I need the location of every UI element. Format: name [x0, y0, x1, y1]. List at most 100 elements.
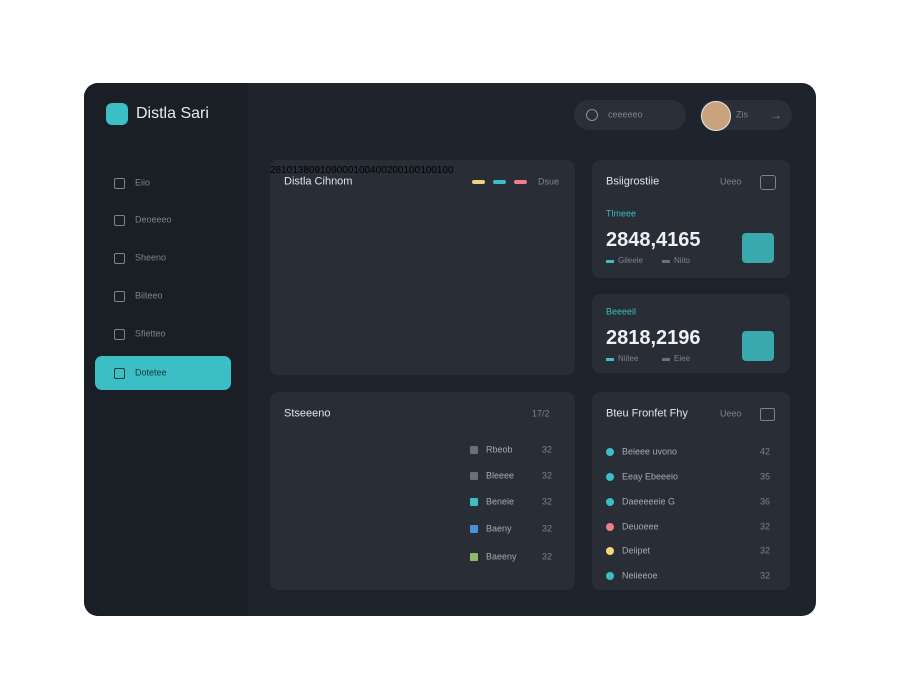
nav-icon: [114, 253, 125, 264]
avatar: [701, 101, 731, 131]
search-text: ceeeeeo: [608, 109, 643, 120]
search-box[interactable]: ceeeeeo: [574, 100, 686, 130]
nav-item[interactable]: Sfietteo: [95, 317, 231, 351]
nav-item[interactable]: Dotetee: [95, 356, 231, 390]
item-value: 42: [760, 446, 771, 457]
nav-item[interactable]: Deoeeeo: [95, 203, 231, 237]
nav-label: Eiio: [135, 177, 151, 188]
stat-label: Beeeeil: [606, 306, 637, 317]
item-dot: [606, 547, 614, 555]
nav-icon: [114, 329, 125, 340]
nav-item[interactable]: Sheeno: [95, 241, 231, 275]
stat-label: Tlmeee: [606, 208, 637, 219]
item-value: 36: [760, 496, 771, 507]
brand-icon: [106, 103, 128, 125]
card-meta: Ueeo: [720, 176, 742, 187]
card-icon: [760, 175, 776, 190]
x-label: 100: [353, 165, 371, 176]
nav-item[interactable]: Biiteeo: [95, 279, 231, 313]
legend-swatch: [472, 180, 485, 184]
item-value: 35: [760, 471, 771, 482]
note-swatch: [662, 260, 670, 263]
legend-label: Baeny: [486, 523, 512, 534]
note-swatch: [606, 358, 614, 361]
list-panel: Bteu Fronfet Fhy Ueeo Beieee uvono 42 Eeay E…: [592, 392, 790, 590]
item-label: Beieee uvono: [622, 446, 678, 457]
stat-note: Gileele: [618, 256, 643, 265]
item-label: Eeay Ebeeeio: [622, 471, 679, 482]
nav-icon: [114, 215, 125, 226]
nav-label: Biiteeo: [135, 290, 163, 301]
brand: Distla Sari: [136, 105, 209, 122]
stat-value: 2818,2196: [606, 327, 701, 349]
y-label: 1380: [292, 165, 315, 176]
item-label: Deiipet: [622, 545, 651, 556]
nav-icon: [114, 178, 125, 189]
legend-label: Bleeee: [486, 470, 515, 481]
legend-swatch: [470, 525, 478, 533]
panel-meta: Ueeo: [720, 408, 742, 419]
panel-title: Bteu Fronfet Fhy: [606, 407, 688, 420]
user-name: Zis: [736, 109, 748, 120]
x-label: 200: [386, 165, 404, 176]
dashboard: Distla Sari Eiio Deoeeeo Sheeno Biiteeo Sfie…: [84, 83, 816, 616]
panel-icon: [760, 408, 775, 421]
nav-icon: [114, 368, 125, 379]
legend-swatch: [470, 553, 478, 561]
nav-item[interactable]: Eiio: [95, 166, 231, 200]
user-menu[interactable]: Zis →: [700, 100, 792, 131]
legend-swatch: [493, 180, 506, 184]
item-value: 32: [760, 545, 771, 556]
item-value: 32: [760, 521, 771, 532]
legend-value: 32: [542, 523, 553, 534]
x-label: 100: [403, 165, 421, 176]
y-label: 900: [331, 165, 348, 176]
panel-title: Stseeeno: [284, 407, 331, 420]
stat-note: Niito: [674, 256, 691, 265]
stat-icon[interactable]: [742, 233, 774, 263]
legend-value: 32: [542, 470, 553, 481]
legend-label: Rbeob: [486, 444, 513, 455]
x-label: 100: [420, 165, 437, 176]
arrow-icon: →: [770, 108, 782, 122]
stat-note: Niitee: [618, 354, 639, 363]
legend-label: Beneie: [486, 496, 515, 507]
x-label: 100: [436, 165, 454, 176]
legend-swatch: [470, 472, 478, 480]
item-dot: [606, 473, 614, 481]
nav-label: Deoeeeo: [135, 214, 172, 225]
panel-meta: 17/2: [532, 408, 550, 419]
legend-swatch: [470, 498, 478, 506]
item-label: Daeeeeeie G: [622, 496, 676, 507]
note-swatch: [662, 358, 670, 361]
donut-panel: Stseeeno 17/2 Rbeob 32 Bleeee 32 Beneie 32 Baeny…: [270, 392, 575, 590]
y-label: 2810: [270, 165, 293, 176]
stat-value: 2848,4165: [606, 229, 701, 251]
nav-label: Sheeno: [135, 252, 167, 263]
stat-icon[interactable]: [742, 331, 774, 361]
nav-label: Sfietteo: [135, 328, 166, 339]
area-panel: Distla Cihnom Dsue 28101380910900010040020…: [270, 160, 575, 375]
legend-swatch: [514, 180, 527, 184]
item-label: Deuoeee: [622, 521, 659, 532]
legend-value: 32: [542, 496, 553, 507]
nav-label: Dotetee: [135, 367, 167, 378]
nav-icon: [114, 291, 125, 302]
item-value: 32: [760, 570, 771, 581]
stat-card: Bsiigrostiie Ueeo Tlmeee 2848,4165 Gileele Ni…: [592, 160, 790, 278]
search-icon: [586, 109, 598, 121]
panel-title: Distla Cihnom: [284, 175, 353, 188]
legend-value: 32: [542, 444, 553, 455]
area-chart: 281013809109000100400200100100100: [270, 160, 454, 178]
y-label: 910: [314, 165, 332, 176]
y-label: 0: [347, 165, 354, 176]
stat-note: Eiee: [674, 354, 691, 363]
note-swatch: [606, 260, 614, 263]
item-dot: [606, 572, 614, 580]
legend-swatch: [470, 446, 478, 454]
x-label: 400: [370, 165, 387, 176]
legend-label: Dsue: [538, 176, 560, 187]
item-label: Neiieeoe: [622, 570, 658, 581]
item-dot: [606, 523, 614, 531]
